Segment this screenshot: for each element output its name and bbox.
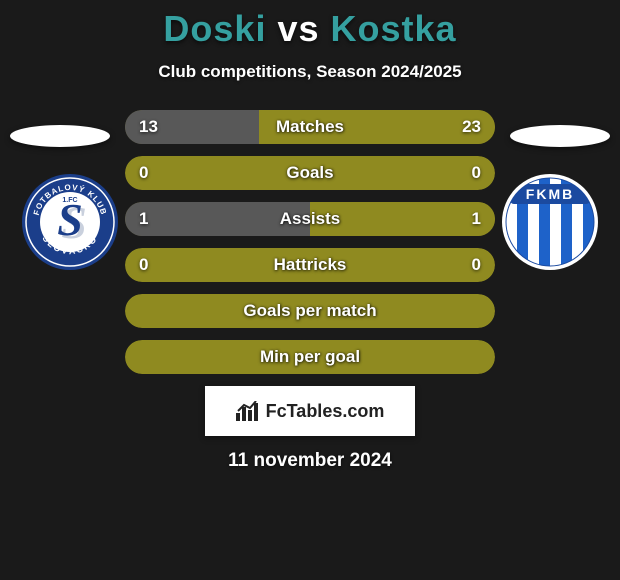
date-label: 11 november 2024 xyxy=(0,450,620,472)
stat-label: Assists xyxy=(280,209,340,229)
page-title: Doski vs Kostka xyxy=(0,0,620,50)
title-vs: vs xyxy=(277,8,319,49)
stat-value-right: 0 xyxy=(472,163,481,183)
stat-label: Min per goal xyxy=(260,347,360,367)
stat-label: Matches xyxy=(276,117,344,137)
stats-area: 13 23 Matches 0 0 Goals 1 1 Assists 0 0 Hattricks Go… xyxy=(125,110,495,374)
svg-text:1.FC: 1.FC xyxy=(62,197,77,204)
stat-row: Min per goal xyxy=(125,340,495,374)
stat-value-right: 1 xyxy=(472,209,481,229)
left-ellipse xyxy=(10,125,110,147)
brand-icon xyxy=(236,401,260,421)
brand-box: FcTables.com xyxy=(205,386,415,436)
stat-row: Goals per match xyxy=(125,294,495,328)
stat-value-left: 1 xyxy=(139,209,148,229)
subtitle: Club competitions, Season 2024/2025 xyxy=(0,62,620,82)
club-right-text: FKMB xyxy=(526,186,574,202)
stat-label: Goals xyxy=(286,163,333,183)
stat-row: 0 0 Hattricks xyxy=(125,248,495,282)
stat-value-left: 0 xyxy=(139,255,148,275)
stat-row: 1 1 Assists xyxy=(125,202,495,236)
right-ellipse xyxy=(510,125,610,147)
stat-value-left: 0 xyxy=(139,163,148,183)
title-right: Kostka xyxy=(331,8,457,49)
stat-row: 0 0 Goals xyxy=(125,156,495,190)
brand-label: FcTables.com xyxy=(266,401,385,422)
stat-row: 13 23 Matches xyxy=(125,110,495,144)
club-badge-left: FOTBALOVÝ KLUB SLOVÁCKO S S 1.FC xyxy=(20,172,120,272)
stat-label: Hattricks xyxy=(274,255,347,275)
club-badge-right: FKMB xyxy=(500,172,600,272)
title-left: Doski xyxy=(163,8,266,49)
stat-value-right: 23 xyxy=(462,117,481,137)
stat-value-left: 13 xyxy=(139,117,158,137)
stat-value-right: 0 xyxy=(472,255,481,275)
stat-label: Goals per match xyxy=(243,301,376,321)
